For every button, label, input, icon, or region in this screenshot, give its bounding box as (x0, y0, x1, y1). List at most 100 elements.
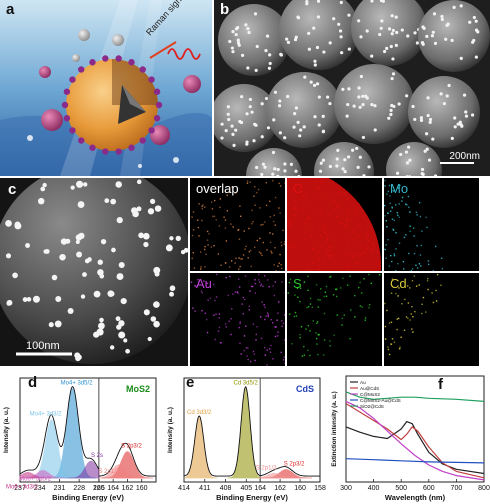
edx-map-label: Au (196, 276, 212, 291)
x-axis-label: Binding Energy (eV) (216, 493, 288, 502)
y-axis-label: Intensity (a. u.) (167, 407, 174, 453)
edx-map-label: Cd (390, 276, 407, 291)
x-tick-label: 166 (93, 485, 105, 492)
shell-particle (139, 137, 146, 144)
peak-label: S 2p3/2 (121, 444, 142, 450)
envelope-line (98, 442, 156, 477)
x-tick-label: 408 (220, 485, 232, 492)
x-tick-label: 234 (34, 485, 46, 492)
x-tick-label: 231 (54, 485, 66, 492)
panel-b-sem-image: b 200nm (214, 0, 490, 176)
shell-particle (102, 148, 109, 155)
x-tick-label: 162 (122, 485, 134, 492)
x-tick-label: 600 (423, 485, 435, 492)
series-line (345, 403, 485, 479)
peak-label: Mo4+ 3d5/2 (61, 381, 94, 387)
plot-frame (19, 377, 157, 483)
shell-particle (153, 115, 161, 122)
chart-title: MoS2 (126, 384, 150, 394)
shell-particle (61, 101, 69, 109)
shell-particle (63, 88, 71, 95)
shell-particle (148, 76, 155, 83)
x-tick-label: 162 (274, 485, 286, 492)
shell-particle (78, 66, 85, 73)
sem-sphere (408, 76, 480, 148)
shell-particle (102, 55, 109, 62)
peak-label: S 2s (91, 453, 103, 459)
y-axis-label: Extinction intensity (a. u.) (331, 391, 338, 466)
shell-particle (139, 66, 146, 73)
shell-particle (128, 59, 135, 66)
series-line (345, 391, 485, 402)
envelope-line (260, 466, 320, 477)
x-axis-label: Wavelength (nm) (385, 493, 446, 502)
edx-map-label: C (293, 181, 303, 196)
panel-e-xps-cds: 414 411 408 405 164 162 160 158 Binding Energy (… (164, 368, 326, 504)
x-tick-label: 405 (240, 485, 252, 492)
edx-map-overlap: overlap (190, 178, 285, 271)
edx-map-c: C (287, 178, 382, 271)
x-tick-label: 500 (395, 485, 407, 492)
shell-particle (153, 88, 161, 95)
sem-sphere (218, 4, 290, 76)
shell-particle (128, 144, 135, 151)
edx-map-s: S (287, 273, 382, 366)
series-line (345, 458, 485, 464)
envelope-line (19, 386, 100, 475)
panel-d-xps-mos2: 237 234 231 228 225 166 164 162 160 Binding Energ… (0, 368, 162, 504)
x-tick-label: 237 (14, 485, 26, 492)
peak-cd-3d3-2 (183, 417, 218, 479)
shell-particle (69, 127, 76, 134)
x-tick-label: 400 (368, 485, 380, 492)
peak-label: S 2p3/2 (284, 462, 305, 468)
edx-map-label: overlap (196, 181, 239, 196)
panel-a-schematic: Raman signal a (0, 0, 212, 176)
shell-particle (63, 115, 71, 122)
panel-label-a: a (6, 1, 15, 18)
edx-map-label: Mo (390, 181, 409, 196)
panel-label-f: f (438, 376, 443, 393)
sem-sphere (246, 148, 302, 176)
x-tick-label: 228 (73, 485, 85, 492)
edx-map-label: S (293, 276, 302, 291)
legend-label: Au (360, 380, 366, 385)
scale-bar-c-label: 100nm (26, 340, 60, 352)
x-tick-label: 411 (199, 485, 210, 492)
shell-particle (115, 148, 122, 155)
peak-label: Mo4+ 3d3/2 (30, 412, 63, 418)
shell-particle (155, 101, 163, 109)
peak-mo6-3d3-2 (19, 472, 52, 479)
chart-title: CdS (296, 384, 314, 394)
panel-label-d: d (28, 374, 38, 391)
plot-frame (345, 375, 485, 483)
edx-map-cd: Cd (384, 273, 479, 366)
peak-label: S 2p1/2 (99, 469, 120, 475)
sem-sphere (418, 0, 490, 72)
shell-particle (78, 137, 85, 144)
panel-label-c: c (8, 181, 17, 198)
sem-sphere (214, 84, 278, 152)
sem-sphere (351, 0, 427, 66)
plot-frame (183, 377, 321, 483)
peak-s-2s (67, 460, 100, 479)
x-tick-label: 160 (294, 485, 306, 492)
sem-sphere (334, 64, 414, 144)
series-line (345, 400, 485, 481)
peak-label: S 2p1/2 (256, 465, 277, 471)
panel-label-e: e (186, 374, 195, 391)
legend-label: SiO2@CdS (360, 404, 384, 409)
peak-s-2p1-2 (259, 472, 301, 479)
scale-bar-b-label: 200nm (449, 151, 480, 162)
panel-c-stem-image: c 100nm (0, 178, 188, 366)
peak-label: Mo6+ 3d5/2 (19, 476, 52, 482)
panel-label-b: b (220, 1, 230, 18)
x-tick-label: 700 (451, 485, 463, 492)
legend-label: C@MoS2 (360, 392, 380, 397)
shell-particle (148, 127, 155, 134)
edx-map-mo: Mo (384, 178, 479, 271)
peak-label: Mo6+ 3d3/2 (6, 484, 39, 490)
x-axis-label: Binding Energy (eV) (52, 493, 124, 502)
peak-label: Cd 3d5/2 (233, 381, 258, 387)
sem-sphere (266, 72, 342, 148)
